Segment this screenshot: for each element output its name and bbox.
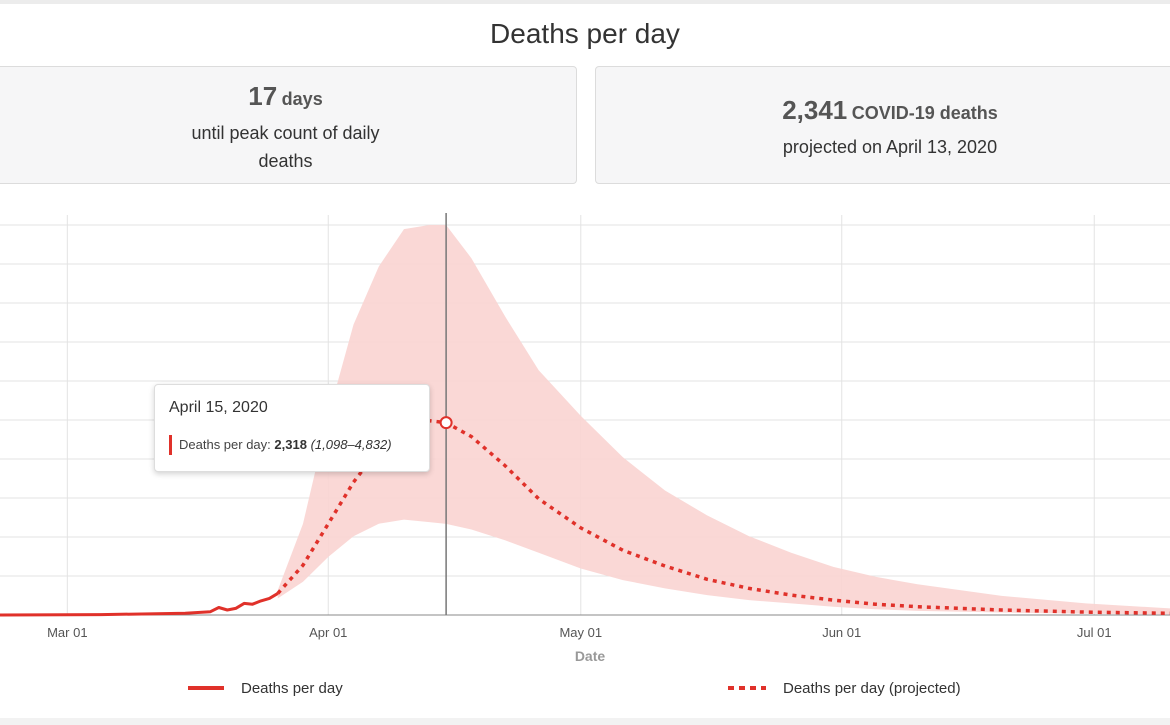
x-tick-labels: Mar 01 Apr 01 May 01 Jun 01 Jul 01 <box>47 625 1111 640</box>
series-line-deaths-per-day[interactable] <box>0 592 279 617</box>
tooltip-label: Deaths per day: <box>179 437 271 452</box>
page-title: Deaths per day <box>490 18 680 49</box>
tooltip-date: April 15, 2020 <box>169 399 268 416</box>
peak-days-unit: days <box>281 89 323 109</box>
projected-deaths-card: 2,341 COVID-19 deaths projected on April… <box>595 66 1170 184</box>
tooltip-value: 2,318 <box>274 437 307 452</box>
legend-label: Deaths per day <box>241 680 343 697</box>
chart-legend[interactable]: Deaths per day Deaths per day (projected) <box>188 680 961 697</box>
legend-item-deaths-per-day[interactable]: Deaths per day <box>188 680 343 697</box>
legend-label: Deaths per day (projected) <box>783 680 961 697</box>
legend-item-deaths-per-day-projected[interactable]: Deaths per day (projected) <box>728 680 961 697</box>
hover-tooltip: April 15, 2020 Deaths per day: 2,318 (1,… <box>154 384 430 472</box>
x-tick-label: May 01 <box>559 625 602 640</box>
tooltip-series-swatch <box>169 435 172 455</box>
x-tick-label: Mar 01 <box>47 625 87 640</box>
peak-days-value: 17 <box>248 81 278 111</box>
projected-deaths-unit: COVID-19 deaths <box>851 103 998 123</box>
top-divider <box>0 0 1170 4</box>
x-tick-label: Jul 01 <box>1077 625 1112 640</box>
x-tick-label: Apr 01 <box>309 625 347 640</box>
peak-days-headline: 17 days <box>0 81 576 112</box>
x-axis-title: Date <box>575 648 606 664</box>
peak-days-card: 17 days until peak count of daily deaths <box>0 66 577 184</box>
projected-deaths-subtitle: projected on April 13, 2020 <box>782 137 998 157</box>
projected-deaths-value: 2,341 <box>782 95 848 125</box>
x-tick-label: Jun 01 <box>822 625 861 640</box>
hover-point-marker[interactable] <box>439 416 453 430</box>
uncertainty-band <box>277 225 1170 615</box>
projected-deaths-headline: 2,341 COVID-19 deaths <box>596 95 1170 126</box>
peak-days-subtitle: until peak count of daily deaths <box>191 123 380 171</box>
bottom-divider <box>0 718 1170 725</box>
tooltip-range: (1,098–4,832) <box>310 437 392 452</box>
tooltip-row: Deaths per day: 2,318 (1,098–4,832) <box>179 437 392 452</box>
